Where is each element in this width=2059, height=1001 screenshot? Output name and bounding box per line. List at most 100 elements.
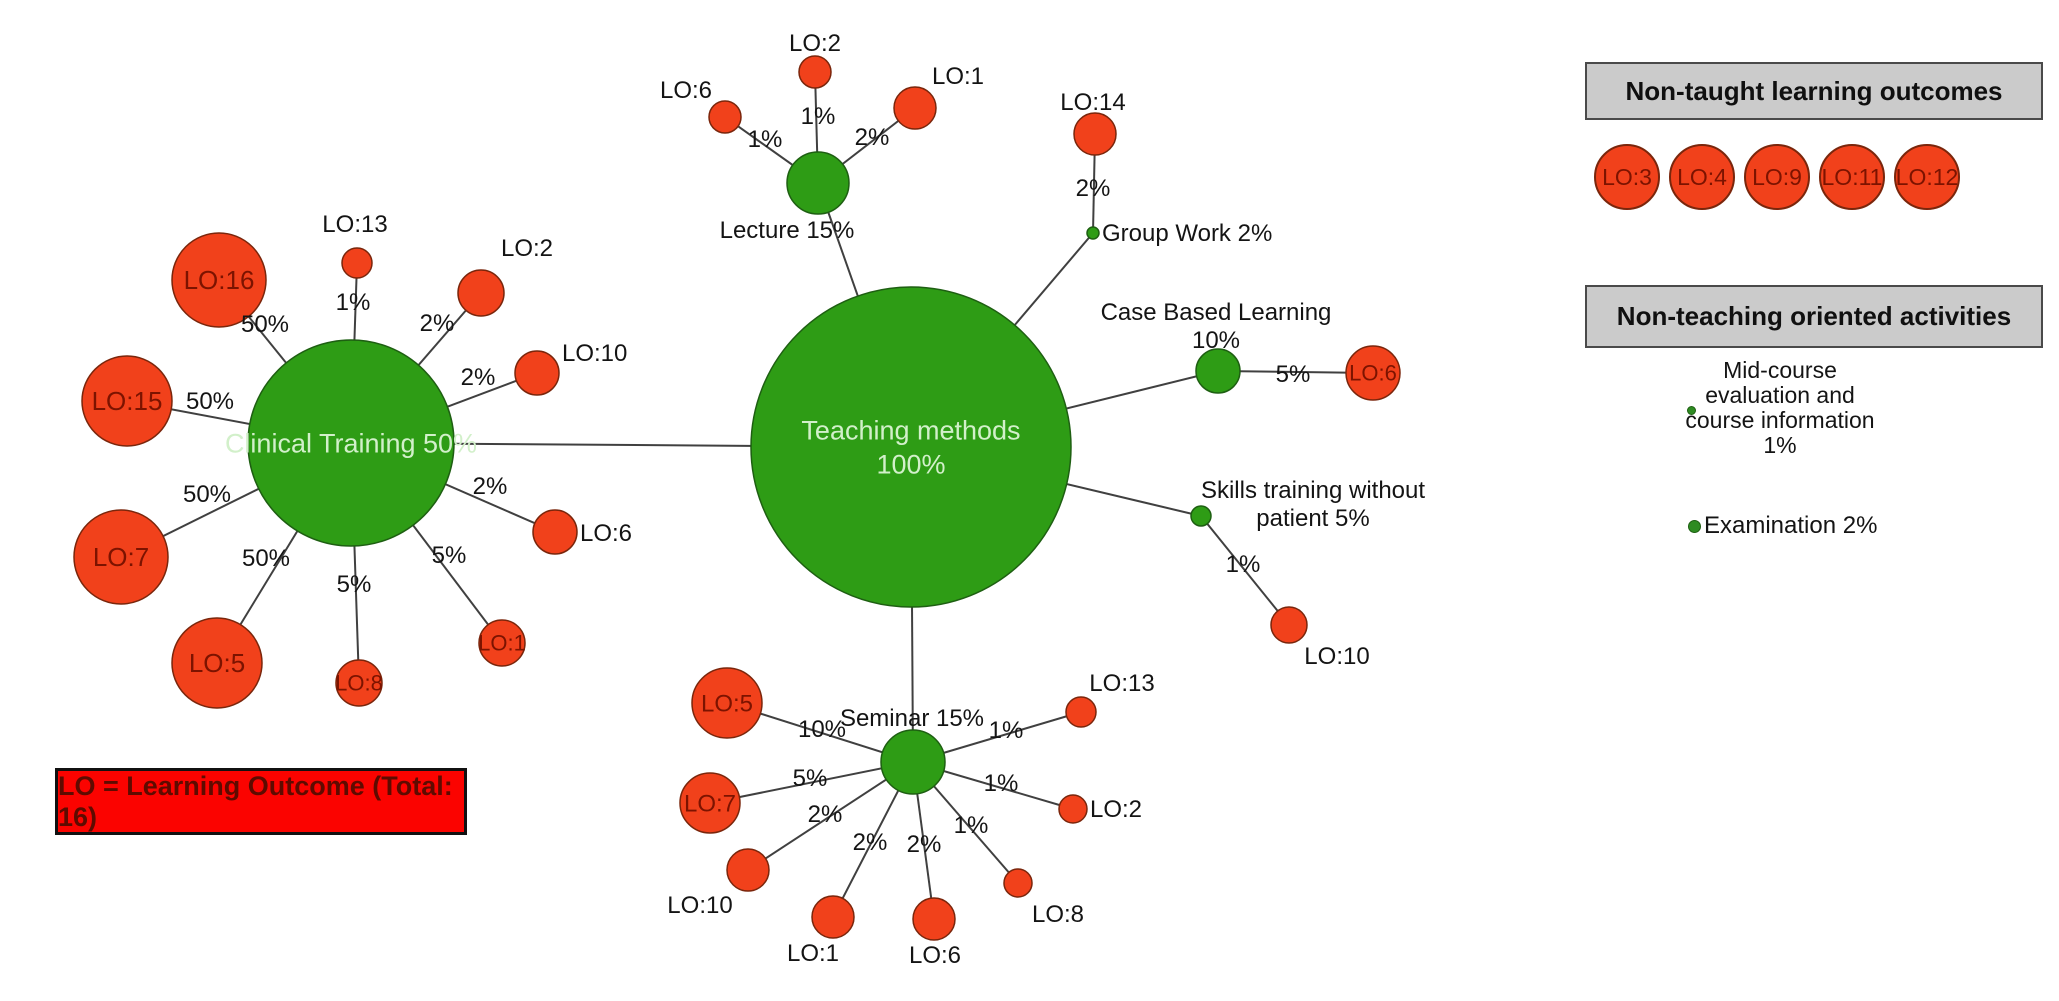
non-teaching-title: Non-teaching oriented activities [1616,301,2012,331]
edge-seminar-sm-lo10 [747,761,914,871]
node-label-ct-lo7: LO:7 [93,542,149,572]
node-groupwork [1086,226,1100,240]
node-label-sm-lo6: LO:6 [909,942,961,969]
node-label-sm-lo7: LO:7 [684,790,736,817]
node-label-ct-lo10: LO:10 [562,340,627,367]
node-label-sm-lo13: LO:13 [1089,670,1154,697]
node-label-lc-lo1: LO:1 [932,63,984,90]
node-sm-lo5 [691,667,763,739]
node-seminar [880,729,946,795]
edge-percent-seminar-sm-lo7: 5% [793,765,828,792]
edge-percent-clinical-ct-lo6: 2% [473,473,508,500]
node-label-lc-lo6: LO:6 [660,77,712,104]
non-taught-outcome: LO:12 [1894,144,1960,210]
node-clinical [247,339,455,547]
non-taught-outcome-label: LO:3 [1602,163,1652,190]
node-cb-lo6 [1345,345,1401,401]
edge-percent-skills-sk-lo10: 1% [1226,551,1261,578]
edge-percent-groupwork-gw-lo14: 2% [1076,175,1111,202]
edge-percent-clinical-ct-lo5: 50% [242,545,290,572]
midcourse-dot-icon [1687,406,1696,415]
node-label-seminar: Seminar 15% [840,705,984,732]
non-taught-outcome: LO:4 [1669,144,1735,210]
node-ct-lo5 [171,617,263,709]
edge-skills-sk-lo10 [1200,515,1290,626]
node-label-cbl: Case Based Learning [1101,299,1332,326]
node-label-ct-lo2: LO:2 [501,235,553,262]
node-label-cbl: 10% [1192,327,1240,354]
node-label-ct-lo5: LO:5 [189,648,245,678]
edge-percent-clinical-ct-lo8: 5% [337,571,372,598]
node-label-cb-lo6: LO:6 [1349,361,1397,386]
non-taught-outcome-label: LO:11 [1821,163,1883,190]
node-sm-lo7 [679,772,741,834]
non-taught-outcome-label: LO:12 [1895,163,1959,190]
node-label-clinical: Clinical Training 50% [225,428,477,458]
node-label-sm-lo2: LO:2 [1090,796,1142,823]
node-ct-lo13 [341,247,373,279]
edge-percent-clinical-ct-lo7: 50% [183,481,231,508]
edge-percent-clinical-ct-lo15: 50% [186,388,234,415]
examination-dot-icon [1688,520,1701,533]
edge-percent-seminar-sm-lo6: 2% [907,831,942,858]
edge-percent-clinical-ct-lo16: 50% [241,311,289,338]
node-sm-lo2 [1058,794,1088,824]
node-label-sm-lo5: LO:5 [701,690,753,717]
node-label-sk-lo10: LO:10 [1304,643,1369,670]
node-label-lecture: Lecture 15% [720,217,855,244]
node-label-sm-lo8: LO:8 [1032,901,1084,928]
node-ct-lo8 [335,659,383,707]
node-teaching [750,286,1072,608]
node-lecture [786,151,850,215]
node-label-sm-lo1: LO:1 [787,940,839,967]
node-ct-lo1 [478,619,526,667]
non-taught-header: Non-taught learning outcomes [1585,62,2043,120]
edge-percent-lecture-lc-lo2: 1% [801,103,836,130]
node-gw-lo14 [1073,112,1117,156]
edge-percent-clinical-ct-lo13: 1% [336,289,371,316]
non-taught-outcome: LO:9 [1744,144,1810,210]
edge-percent-lecture-lc-lo6: 1% [748,126,783,153]
node-sm-lo6 [912,897,956,941]
node-lc-lo1 [893,86,937,130]
node-label-ct-lo15: LO:15 [92,386,163,416]
edge-percent-seminar-sm-lo13: 1% [989,717,1024,744]
node-label-sm-lo10: LO:10 [667,892,732,919]
node-cbl [1195,348,1241,394]
edge-percent-clinical-ct-lo2: 2% [420,310,455,337]
edge-percent-cbl-cb-lo6: 5% [1276,361,1311,388]
node-ct-lo15 [81,355,173,447]
edge-percent-lecture-lc-lo1: 2% [855,124,890,151]
node-sm-lo8 [1003,868,1033,898]
node-label-teaching: Teaching methods [801,415,1020,445]
examination-activity-label: Examination 2% [1704,512,1878,539]
non-teaching-header: Non-teaching oriented activities [1585,285,2043,348]
midcourse-activity-label: Mid-course evaluation and course informa… [1685,357,1875,458]
non-taught-outcome-label: LO:9 [1752,163,1802,190]
edge-percent-seminar-sm-lo8: 1% [954,812,989,839]
node-ct-lo6 [532,509,578,555]
node-label-gw-lo14: LO:14 [1060,89,1125,116]
node-sm-lo1 [811,895,855,939]
edge-percent-seminar-sm-lo5: 10% [798,716,846,743]
edge-percent-seminar-sm-lo1: 2% [853,829,888,856]
node-label-ct-lo13: LO:13 [322,211,387,238]
node-label-ct-lo6: LO:6 [580,520,632,547]
node-lc-lo2 [798,55,832,89]
node-label-teaching: 100% [876,449,945,479]
node-ct-lo7 [73,509,169,605]
node-ct-lo10 [514,350,560,396]
node-ct-lo2 [457,269,505,317]
edge-percent-clinical-ct-lo1: 5% [432,542,467,569]
edge-percent-seminar-sm-lo2: 1% [984,770,1019,797]
legend-label: LO = Learning Outcome (Total: 16) [58,770,453,832]
edge-percent-seminar-sm-lo10: 2% [808,801,843,828]
node-sm-lo10 [726,848,770,892]
legend-box: LO = Learning Outcome (Total: 16) [55,768,467,835]
node-lc-lo6 [708,100,742,134]
node-ct-lo16 [171,232,267,328]
node-label-lc-lo2: LO:2 [789,30,841,57]
non-taught-outcome-label: LO:4 [1677,163,1727,190]
